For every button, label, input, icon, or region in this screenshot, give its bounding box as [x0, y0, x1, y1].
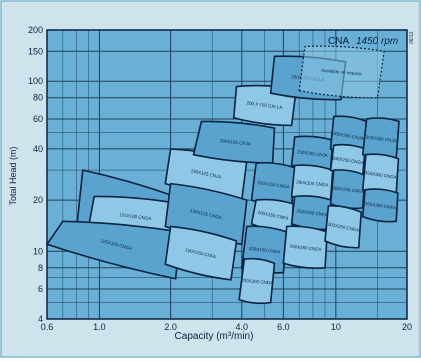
chart-title: CNA: [328, 36, 349, 47]
plot-border: [46, 29, 408, 320]
y-tick-label: 4: [38, 314, 43, 324]
x-tick-label: 1.0: [93, 322, 106, 332]
y-tick-label: 8: [38, 263, 43, 273]
pump-region: [164, 225, 238, 281]
pump-region: [238, 257, 276, 305]
y-tick-label: 10: [33, 246, 43, 256]
pump-region: [324, 204, 363, 249]
x-tick-label: 2.0: [164, 322, 177, 332]
pump-region: [361, 188, 399, 223]
pump-region-label: 200X150 CNGA: [257, 180, 290, 190]
pump-region-label: 125X100 CNGA: [119, 212, 152, 221]
pump-region-label: 200X200 CNDA: [241, 278, 273, 286]
pump-region-label: 200X150 CNEA: [249, 246, 281, 255]
x-tick-labels: 0.6 1.0 2.0 4.0 6.0 10 20: [41, 322, 412, 332]
pump-region-label: 350X300 CNJA: [365, 135, 396, 144]
y-tick-label: 20: [33, 195, 43, 205]
pump-region-label: 350X300 CNGA: [364, 170, 397, 180]
pump-region: [192, 120, 276, 164]
pump-region-label: 350X300 CNFA: [365, 201, 397, 210]
chart-subtitle: 1450 rpm: [356, 36, 398, 47]
x-tick-label: 0.6: [41, 322, 54, 332]
x-tick-label: 4.0: [236, 322, 249, 332]
pump-region-label: 150X125 CNJA: [190, 168, 221, 179]
y-tick-labels: 4 6 8 10 20 40 60 80 100 150 200: [28, 25, 43, 324]
pump-region-label: 200X150 CNFA: [257, 210, 289, 221]
pump-region-label: 250X200 CNFA: [296, 208, 328, 217]
pump-region-label: 300X250 CNJA: [333, 131, 364, 141]
pump-region: [298, 45, 385, 99]
y-tick-label: 40: [33, 144, 43, 154]
y-tick-label: 150: [28, 46, 43, 56]
corner-code: 06/12: [409, 31, 415, 44]
pump-region-label: 250X250 CNEA: [289, 244, 321, 252]
x-tick-label: 20: [402, 322, 412, 332]
pump-region-label: 300X250 CNEA: [327, 222, 359, 233]
y-tick-label: 80: [33, 93, 43, 103]
x-tick-label: 10: [331, 322, 341, 332]
x-axis-label: Capacity (m³/min): [175, 331, 254, 342]
pump-region-label: 200X150 CNJA: [220, 138, 251, 146]
y-tick-label: 6: [38, 284, 43, 294]
pump-region-label: 250X200 CNGA: [296, 180, 329, 188]
pump-region-label: 300X250 CNGA: [332, 155, 365, 165]
pump-region-label: 250X200 CNJA: [297, 149, 328, 158]
pump-region-label: 300X250 CNFA: [332, 185, 364, 194]
y-axis-label: Total Head (m): [8, 146, 18, 205]
y-tick-label: 100: [28, 76, 43, 86]
pump-region-label: Available on request: [321, 68, 363, 77]
x-tick-label: 6.0: [277, 322, 290, 332]
pump-region-label: 200 X 150 CALLA: [246, 100, 282, 110]
y-tick-label: 60: [33, 114, 43, 124]
y-tick-label: 200: [28, 25, 43, 35]
